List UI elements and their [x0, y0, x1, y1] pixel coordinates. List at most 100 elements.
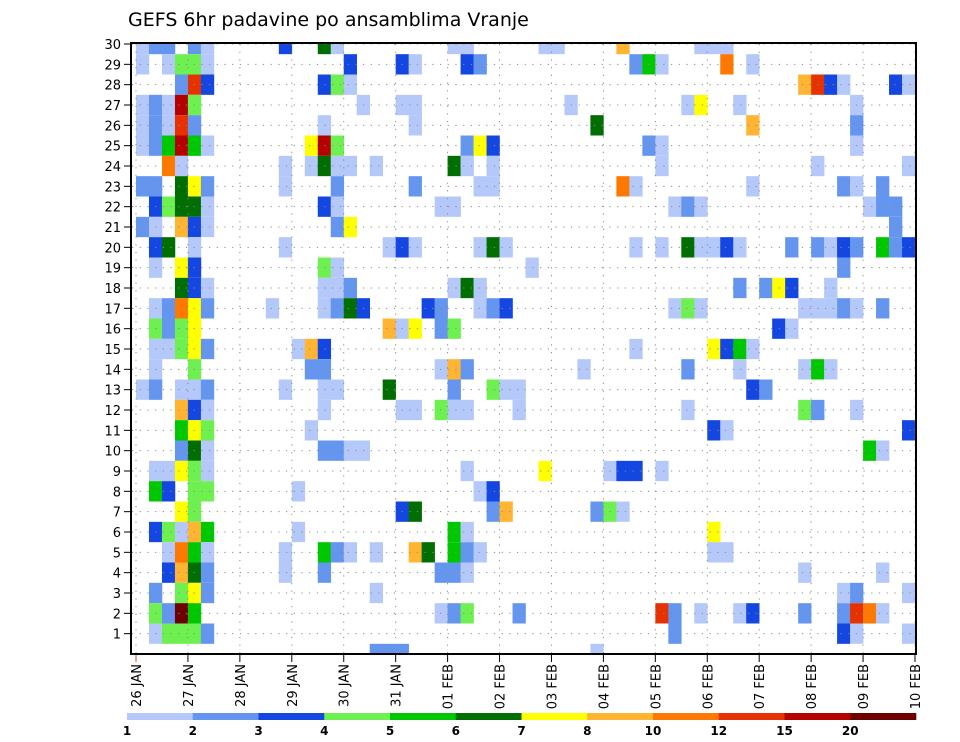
heatmap-cell — [798, 298, 812, 319]
heatmap-cell — [343, 298, 358, 319]
colorbar-segment — [587, 713, 654, 720]
heatmap-cell — [161, 542, 176, 563]
heatmap-cell — [629, 460, 643, 482]
heatmap-cell — [889, 237, 903, 258]
heatmap-cell — [473, 542, 487, 563]
heatmap-cell — [499, 379, 513, 400]
x-tick-label: 08 FEB — [805, 664, 820, 709]
colorbar-label: 20 — [842, 724, 859, 738]
heatmap-cell — [330, 155, 345, 177]
heatmap-cell — [161, 44, 176, 55]
heatmap-cell — [525, 257, 539, 278]
heatmap-cell — [421, 542, 435, 563]
heatmap-cell — [278, 176, 293, 197]
x-tick-label: 01 FEB — [442, 664, 457, 709]
heatmap-cell — [382, 643, 396, 654]
heatmap-cell — [200, 196, 215, 217]
heatmap-cell — [434, 298, 448, 319]
heatmap-cell — [200, 277, 215, 299]
colorbar-label: 5 — [386, 724, 394, 738]
heatmap-cell — [512, 379, 526, 400]
y-tick-label: 29 — [104, 58, 121, 73]
heatmap-cell — [317, 135, 332, 156]
heatmap-cell — [174, 216, 189, 238]
heatmap-cell — [174, 379, 189, 400]
heatmap-cell — [174, 277, 189, 299]
heatmap-cell — [889, 216, 903, 238]
heatmap-cell — [161, 603, 176, 624]
heatmap-cell — [174, 562, 189, 583]
heatmap-cell — [876, 196, 890, 217]
heatmap-cell — [408, 54, 422, 75]
x-tick-label: 27 JAN — [182, 664, 197, 707]
heatmap-cell — [161, 623, 176, 644]
heatmap-cell — [161, 54, 176, 75]
heatmap-cell — [460, 562, 474, 583]
heatmap-cell — [161, 298, 176, 319]
heatmap-cell — [408, 115, 422, 136]
y-tick-label: 22 — [104, 201, 121, 216]
x-tick-label: 30 JAN — [338, 664, 353, 707]
heatmap-cell — [174, 298, 189, 319]
heatmap-cell — [434, 359, 448, 380]
y-tick-label: 12 — [104, 404, 121, 419]
heatmap-cell — [382, 379, 396, 400]
heatmap-cell — [681, 237, 695, 258]
heatmap-cell — [733, 94, 747, 116]
heatmap-cell — [161, 318, 176, 339]
heatmap-cell — [447, 603, 461, 624]
heatmap-cell — [317, 277, 332, 299]
heatmap-cell — [460, 603, 474, 624]
heatmap-cell — [681, 94, 695, 116]
heatmap-cell — [447, 359, 461, 380]
heatmap-cell — [824, 359, 838, 380]
heatmap-cell — [174, 623, 189, 644]
heatmap-cell — [447, 399, 461, 421]
heatmap-cell — [460, 359, 474, 380]
heatmap-cell — [136, 216, 150, 238]
heatmap-cell — [902, 420, 916, 441]
heatmap-cell — [733, 603, 747, 624]
heatmap-cell — [863, 440, 877, 461]
heatmap-cell — [304, 155, 319, 177]
heatmap-cell — [304, 359, 319, 380]
heatmap-cell — [837, 237, 851, 258]
heatmap-cell — [876, 562, 890, 583]
heatmap-cell — [343, 54, 358, 75]
y-tick-label: 17 — [104, 302, 121, 317]
heatmap-cell — [317, 359, 332, 380]
heatmap-cell — [447, 196, 461, 217]
y-tick-label: 23 — [104, 180, 121, 195]
heatmap-cell — [200, 74, 215, 95]
heatmap-cell — [902, 74, 916, 95]
heatmap-cell — [707, 420, 721, 441]
heatmap-cell — [499, 237, 513, 258]
x-tick-label: 04 FEB — [597, 664, 612, 709]
colorbar-segment — [718, 713, 785, 720]
heatmap-cell — [629, 237, 643, 258]
heatmap-cell — [136, 115, 150, 136]
heatmap-cell — [460, 521, 474, 543]
heatmap-cell — [174, 115, 189, 136]
heatmap-cell — [837, 582, 851, 604]
heatmap-cell — [317, 44, 332, 55]
y-tick-label: 25 — [104, 140, 121, 155]
heatmap-cell — [200, 135, 215, 156]
heatmap-cell — [200, 54, 215, 75]
heatmap-cell — [317, 562, 332, 583]
heatmap-cell — [694, 94, 708, 116]
heatmap-cell — [798, 562, 812, 583]
colorbar-legend: 1 2 3 4 5 6 7 8 10 12 15 20 — [123, 713, 917, 738]
heatmap-cell — [720, 237, 734, 258]
heatmap-cell — [343, 440, 358, 461]
heatmap-cell — [317, 298, 332, 319]
heatmap-cell — [291, 338, 306, 360]
heatmap-cell — [382, 318, 396, 339]
heatmap-cell — [824, 277, 838, 299]
heatmap-cell — [408, 176, 422, 197]
heatmap-cell — [733, 237, 747, 258]
heatmap-cell — [447, 44, 461, 55]
y-tick-label: 13 — [104, 384, 121, 399]
heatmap-cell — [629, 176, 643, 197]
heatmap-cell — [317, 542, 332, 563]
